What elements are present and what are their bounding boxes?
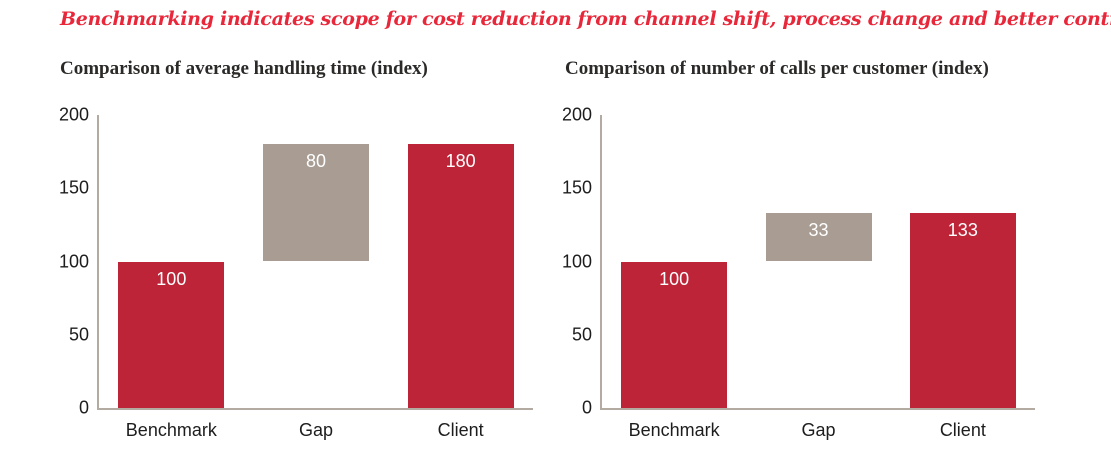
bar-value-label: 133 [947,220,978,241]
plot-area: 0 50 100 150 200 100 Benchmark 80 Gap 180 Client [59,105,533,440]
bar-value-label: 33 [808,220,829,241]
bar-value-label: 180 [445,151,476,172]
y-axis-tick-label: 200 [58,104,89,125]
bar-value-label: 100 [156,268,187,289]
bar-client: 133 [909,213,1016,408]
y-axis-tick-label: 150 [58,177,89,198]
chart-title: Comparison of number of calls per custom… [565,58,989,79]
x-axis-category-label: Benchmark [628,420,720,440]
bar-benchmark: 100 [118,261,225,408]
bar-value-label: 100 [659,268,690,289]
x-axis-category-label: Gap [298,420,334,440]
bar-value-label: 80 [305,151,327,172]
chart-average-handling-time: Comparison of average handling time (ind… [59,58,550,458]
x-axis-category-label: Benchmark [125,420,217,440]
y-axis-tick-label: 50 [571,324,592,345]
chart-title: Comparison of average handling time (ind… [60,58,428,79]
bar-benchmark: 100 [621,261,728,408]
x-axis-category-label: Client [939,420,986,440]
plot-area: 0 50 100 150 200 100 Benchmark 33 Gap 133 Client [562,105,1035,440]
x-axis-category-label: Gap [801,420,836,440]
y-axis-tick-label: 200 [561,104,592,125]
bar-gap: 33 [765,213,872,262]
bar-client: 180 [407,144,514,408]
chart-calls-per-customer: Comparison of number of calls per custom… [562,58,1055,458]
y-axis-tick-label: 0 [581,397,592,418]
y-axis-tick-label: 100 [561,251,592,271]
bar-gap: 80 [263,144,369,262]
y-axis-tick-label: 0 [78,397,89,418]
x-axis-category-label: Client [437,420,484,440]
y-axis-tick-label: 100 [58,251,89,271]
y-axis-tick-label: 50 [68,324,89,345]
slide-title: Benchmarking indicates scope for cost re… [60,8,1111,30]
y-axis-tick-label: 150 [561,177,592,198]
